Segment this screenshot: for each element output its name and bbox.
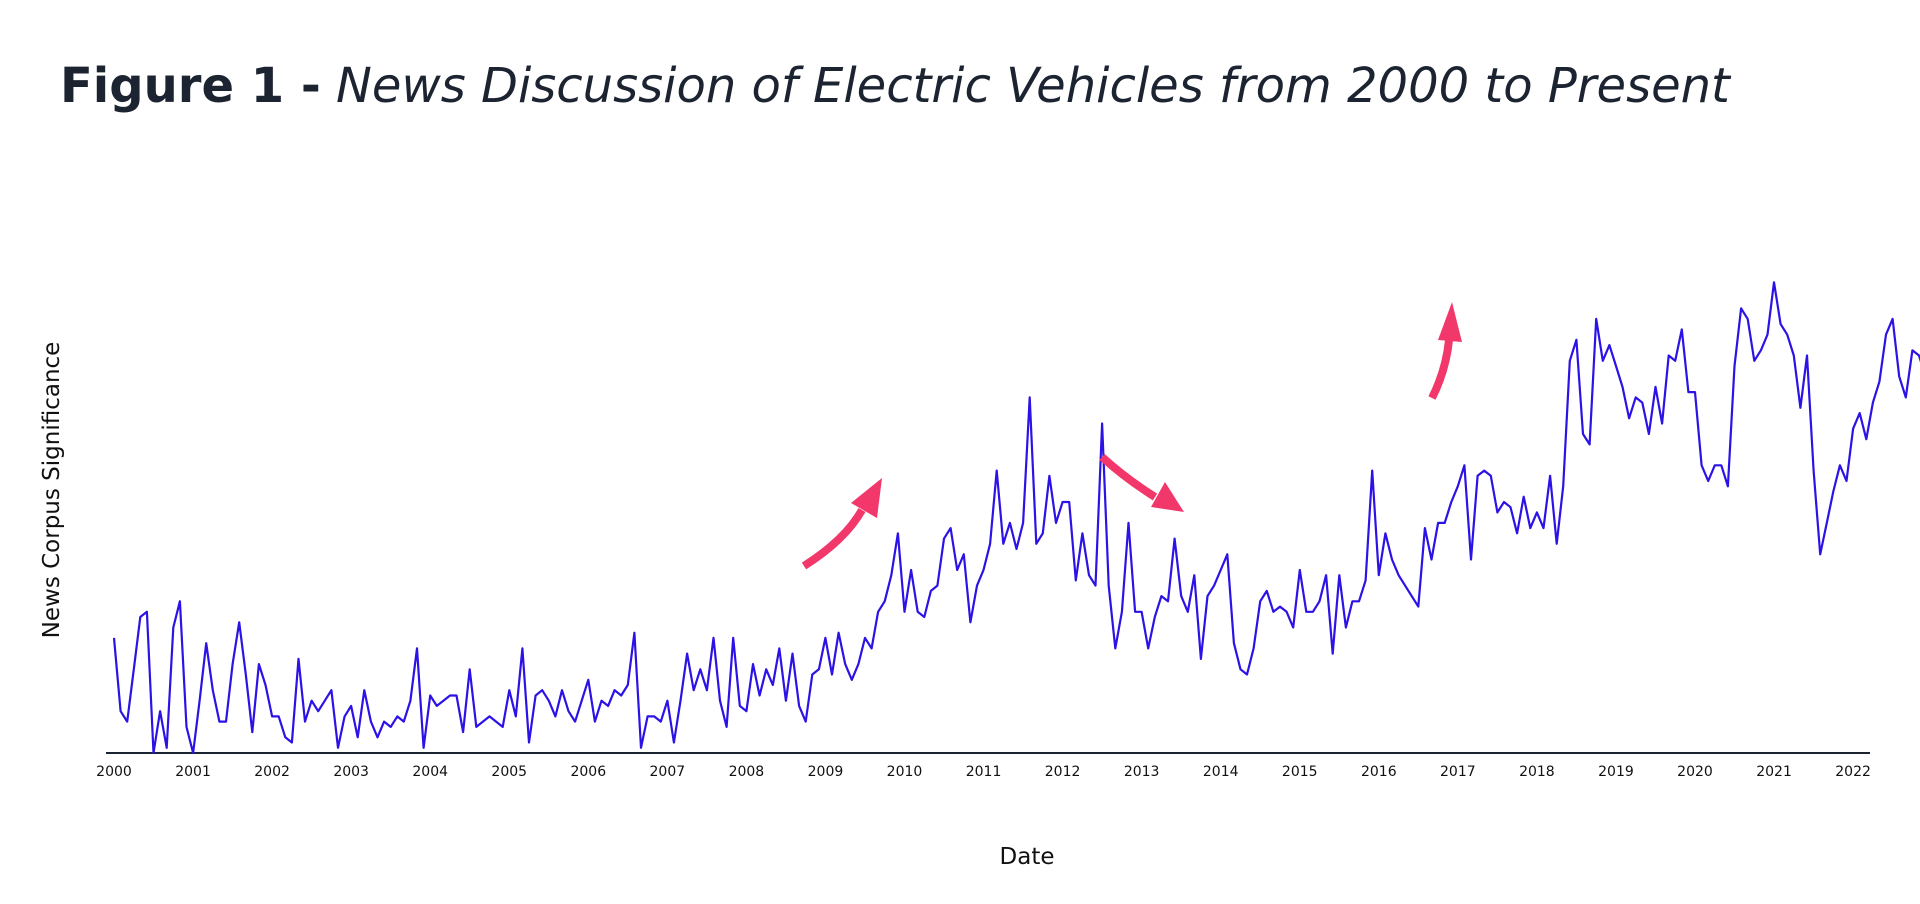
x-tick-label: 2021 — [1756, 764, 1792, 780]
x-tick-label: 2010 — [887, 764, 923, 780]
x-tick-label: 2020 — [1677, 764, 1713, 780]
figure-label: Figure 1 - — [60, 58, 321, 114]
x-tick-label: 2016 — [1361, 764, 1397, 780]
x-axis-label: Date — [999, 844, 1055, 870]
x-tick-label: 2018 — [1519, 764, 1555, 780]
x-tick-label: 2012 — [1045, 764, 1081, 780]
series-line — [112, 281, 1920, 755]
x-tick-label: 2002 — [254, 764, 290, 780]
chart-subtitle: News Discussion of Electric Vehicles fro… — [336, 58, 1730, 114]
x-tick-label: 2006 — [570, 764, 606, 780]
x-tick-label: 2004 — [412, 764, 448, 780]
x-tick-label: 2015 — [1282, 764, 1318, 780]
x-tick-label: 2009 — [808, 764, 844, 780]
x-tick-label: 2007 — [650, 764, 686, 780]
x-tick-label: 2013 — [1124, 764, 1160, 780]
x-tick-label: 2017 — [1440, 764, 1476, 780]
x-tick-label: 2014 — [1203, 764, 1239, 780]
chart-title: Figure 1 - News Discussion of Electric V… — [60, 58, 1730, 114]
trend-up-arrow — [801, 478, 882, 570]
x-tick-label: 2008 — [729, 764, 765, 780]
x-tick-label: 2001 — [175, 764, 211, 780]
trend-down-arrow — [1099, 454, 1184, 512]
x-tick-label: 2000 — [96, 764, 132, 780]
x-tick-label: 2003 — [333, 764, 369, 780]
trend-up-arrow-2 — [1428, 302, 1462, 400]
x-tick-label: 2005 — [491, 764, 527, 780]
x-tick-label: 2019 — [1598, 764, 1634, 780]
x-tick-label: 2022 — [1835, 764, 1871, 780]
x-tick-label: 2011 — [966, 764, 1002, 780]
